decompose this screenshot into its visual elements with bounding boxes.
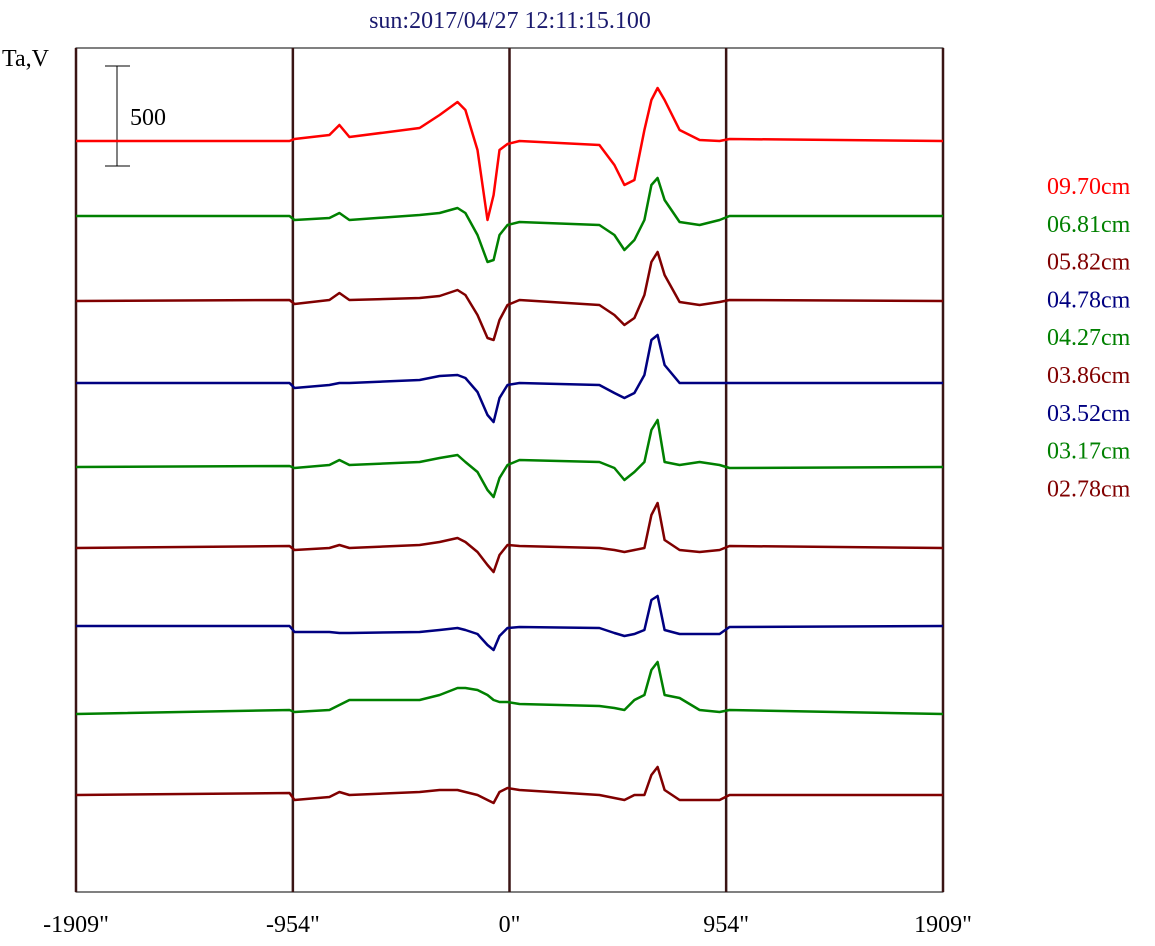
trace-line (76, 176, 943, 264)
trace-line (76, 594, 944, 652)
legend-label: 03.86cm (1047, 363, 1131, 389)
legend-label: 05.82cm (1047, 250, 1131, 276)
x-tick-label: 0" (499, 912, 521, 938)
y-axis-label: Ta,V (2, 46, 50, 72)
legend-label: 03.52cm (1047, 401, 1131, 427)
trace-line (75, 418, 944, 499)
x-tick-label: -954" (266, 912, 320, 938)
legend-label: 06.81cm (1047, 212, 1131, 238)
legend-label: 09.70cm (1047, 174, 1131, 200)
legend-label: 03.17cm (1047, 439, 1131, 465)
trace-line (75, 501, 944, 574)
legend-label: 04.78cm (1047, 287, 1131, 313)
x-tick-label: -1909" (43, 912, 109, 938)
x-tick-label: 1909" (914, 912, 972, 938)
scale-bar-label: 500 (130, 105, 166, 131)
chart-title: sun:2017/04/27 12:11:15.100 (369, 8, 651, 34)
trace-line (75, 765, 943, 805)
trace-line (75, 250, 944, 342)
x-tick-label: 954" (703, 912, 749, 938)
legend-label: 02.78cm (1047, 476, 1131, 502)
trace-line (75, 660, 944, 716)
trace-line (76, 333, 943, 424)
legend-label: 04.27cm (1047, 325, 1131, 351)
trace-line (76, 86, 944, 222)
